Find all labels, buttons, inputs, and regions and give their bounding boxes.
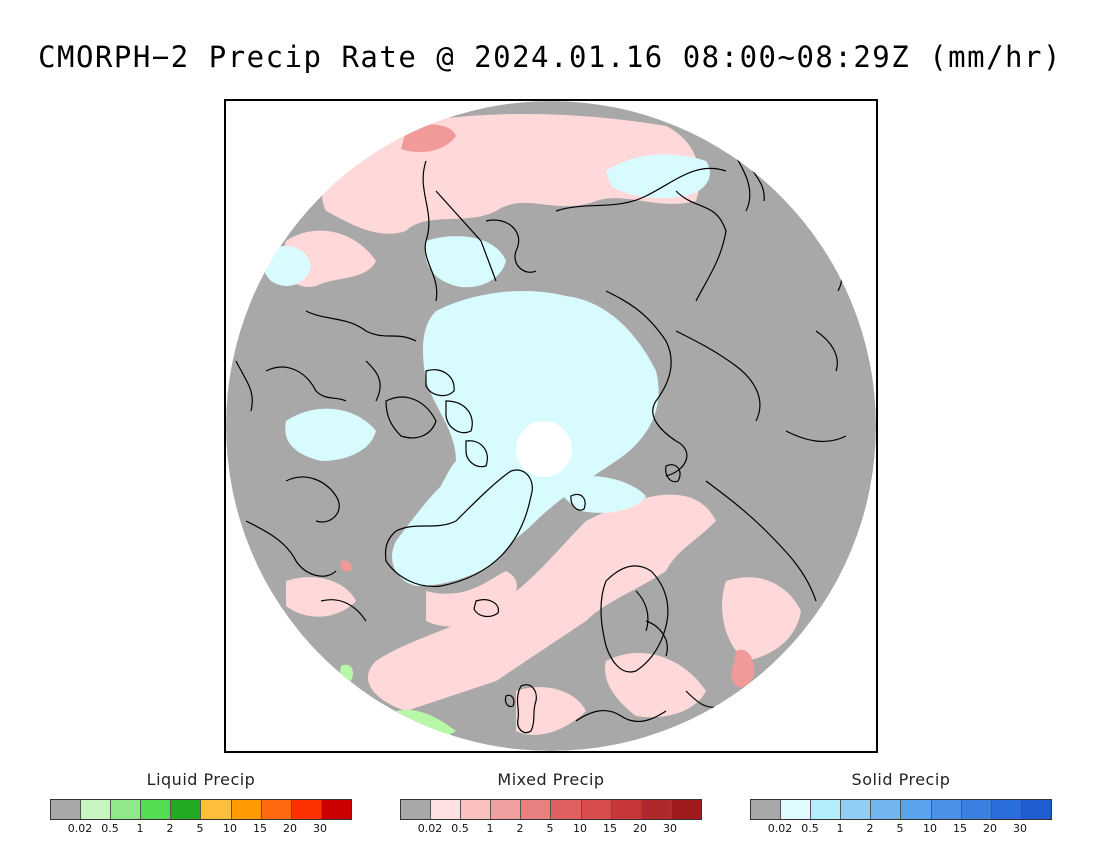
legend-swatch xyxy=(581,800,612,819)
legend-swatch xyxy=(111,800,142,819)
legend-swatch xyxy=(781,800,812,819)
legend-swatch xyxy=(811,800,842,819)
scale-ticks: 0.02 0.5 1 2 5 10 15 20 30 xyxy=(750,822,1050,838)
legend-tick-label: 5 xyxy=(546,822,554,835)
legend-tick-label: 0.5 xyxy=(101,822,119,835)
legend-tick-label: 2 xyxy=(866,822,874,835)
legend-tick-label: 0.02 xyxy=(767,822,793,835)
legend-swatch xyxy=(81,800,112,819)
legend-swatch xyxy=(431,800,462,819)
legend-swatch xyxy=(551,800,582,819)
legend-swatch xyxy=(671,800,701,819)
legend-tick-label: 20 xyxy=(283,822,297,835)
legend-swatch xyxy=(51,800,82,819)
legend-tick-label: 1 xyxy=(486,822,494,835)
legend-tick-label: 0.02 xyxy=(417,822,443,835)
legend-tick-label: 10 xyxy=(573,822,587,835)
legend-tick-label: 30 xyxy=(1013,822,1027,835)
liquid-precip-legend: Liquid Precip 0.02 0.5 1 2 5 10 15 20 30 xyxy=(50,770,352,838)
legend-tick-label: 2 xyxy=(516,822,524,835)
map-disc xyxy=(226,101,876,751)
legend-tick-label: 5 xyxy=(196,822,204,835)
legend-swatch xyxy=(931,800,962,819)
legend-swatch xyxy=(261,800,292,819)
scale-ticks: 0.02 0.5 1 2 5 10 15 20 30 xyxy=(400,822,700,838)
polar-precip-map xyxy=(226,101,876,751)
legend-swatch xyxy=(871,800,902,819)
legend-tick-label: 30 xyxy=(663,822,677,835)
legend-tick-label: 15 xyxy=(253,822,267,835)
map-panel xyxy=(224,99,878,753)
legend-swatch xyxy=(171,800,202,819)
scale-ticks: 0.02 0.5 1 2 5 10 15 20 30 xyxy=(50,822,350,838)
coastlines xyxy=(235,140,847,734)
legend-tick-label: 0.02 xyxy=(67,822,93,835)
color-scale xyxy=(50,799,352,820)
legend-tick-label: 10 xyxy=(923,822,937,835)
legend-swatch xyxy=(491,800,522,819)
legend-tick-label: 30 xyxy=(313,822,327,835)
legend-swatch xyxy=(201,800,232,819)
pole-no-data xyxy=(516,421,572,477)
legend-swatch xyxy=(461,800,492,819)
color-scale xyxy=(400,799,702,820)
legend-tick-label: 15 xyxy=(603,822,617,835)
mixed-precip-legend: Mixed Precip 0.02 0.5 1 2 5 10 15 20 30 xyxy=(400,770,702,838)
legend-tick-label: 20 xyxy=(983,822,997,835)
legend-tick-label: 1 xyxy=(836,822,844,835)
legend-title: Solid Precip xyxy=(851,770,951,789)
mixed-precip-moderate xyxy=(340,124,755,688)
legend-swatch xyxy=(991,800,1022,819)
legend-swatch xyxy=(321,800,351,819)
legend-swatch xyxy=(231,800,262,819)
legend-swatch xyxy=(1021,800,1051,819)
page-title: CMORPH−2 Precip Rate @ 2024.01.16 08:00~… xyxy=(38,40,1062,74)
legend-tick-label: 0.5 xyxy=(451,822,469,835)
legend-tick-label: 20 xyxy=(633,822,647,835)
legend-swatch xyxy=(611,800,642,819)
legend-swatch xyxy=(521,800,552,819)
legend-swatch xyxy=(901,800,932,819)
legend-tick-label: 1 xyxy=(136,822,144,835)
legend-tick-label: 2 xyxy=(166,822,174,835)
legend-title: Mixed Precip xyxy=(497,770,605,789)
legend-title: Liquid Precip xyxy=(146,770,256,789)
color-scale xyxy=(750,799,1052,820)
legend-swatch xyxy=(291,800,322,819)
legend-swatch xyxy=(841,800,872,819)
legend-swatch xyxy=(641,800,672,819)
legend-tick-label: 0.5 xyxy=(801,822,819,835)
legend-swatch xyxy=(141,800,172,819)
legend-swatch xyxy=(751,800,782,819)
legend-swatch xyxy=(401,800,432,819)
solid-precip-legend: Solid Precip 0.02 0.5 1 2 5 10 15 20 30 xyxy=(750,770,1052,838)
legend-tick-label: 10 xyxy=(223,822,237,835)
legend-tick-label: 5 xyxy=(896,822,904,835)
legend-tick-label: 15 xyxy=(953,822,967,835)
legend-swatch xyxy=(961,800,992,819)
